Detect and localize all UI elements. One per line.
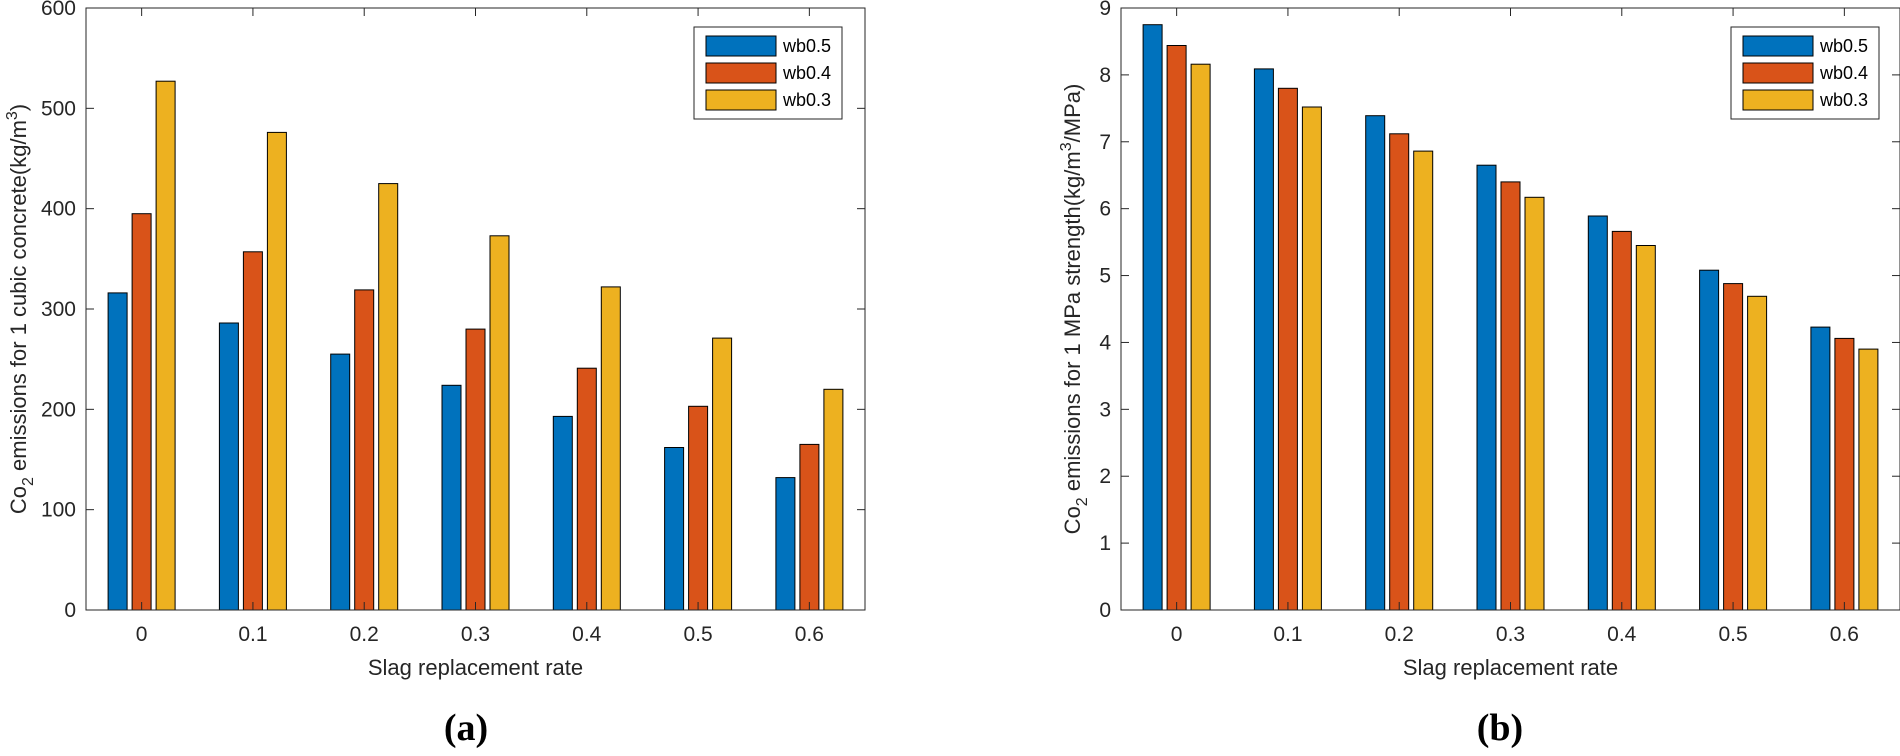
bar-wb0.5-0 [107,292,128,611]
y-tick-label: 6 [1099,198,1111,221]
bar-wb0.5-0.3 [1476,164,1497,611]
x-tick-label: 0.2 [1385,623,1414,646]
legend-swatch-wb0.3 [705,89,777,111]
y-tick-label: 3 [1099,398,1111,421]
bar-wb0.3-0 [1190,63,1211,611]
bar-wb0.3-0.1 [1301,106,1322,611]
bar-wb0.5-0.6 [1810,326,1831,611]
y-tick-label: 300 [41,298,76,321]
x-tick-label: 0.1 [1273,623,1302,646]
legend-label-wb0.5: wb0.5 [782,36,831,56]
bar-wb0.3-0.1 [266,131,287,611]
bar-wb0.3-0.5 [1747,295,1768,611]
bar-wb0.4-0 [131,213,152,611]
y-tick-label: 100 [41,499,76,522]
x-tick-label: 0.4 [572,623,602,646]
bar-wb0.3-0.2 [1413,150,1434,611]
bar-wb0.5-0.5 [1699,269,1720,611]
legend-label-wb0.5: wb0.5 [1819,36,1868,56]
y-axis-label: Co2 emissions for 1 MPa strength(kg/m3/M… [1058,84,1091,535]
bar-wb0.3-0.6 [1858,348,1879,611]
legend-label-wb0.3: wb0.3 [782,90,831,110]
legend-label-wb0.4: wb0.4 [1819,63,1868,83]
bar-wb0.3-0.2 [378,183,399,611]
bar-wb0.4-0.3 [1500,181,1521,611]
panel-label: (b) [1477,707,1523,749]
y-tick-label: 200 [41,398,76,421]
chart-panel-a: 0 100 200 300 400 500 600 0 0.1 0.2 0.3 0.4 0.5 0.6 Sl… [4,0,866,749]
y-tick-label: 1 [1099,532,1111,555]
x-tick-label: 0.1 [238,623,267,646]
bar-wb0.3-0.4 [600,286,621,611]
bar-wb0.4-0.3 [465,328,486,611]
y-tick-label: 400 [41,198,76,221]
y-tick-label: 8 [1099,64,1111,87]
bar-wb0.3-0.3 [1524,196,1545,611]
legend-label-wb0.3: wb0.3 [1819,90,1868,110]
bar-wb0.3-0.3 [489,235,510,611]
legend: wb0.5 wb0.4 wb0.3 [1730,26,1880,120]
bar-wb0.4-0.4 [576,367,597,611]
legend-swatch-wb0.5 [1742,35,1814,57]
x-tick-label: 0.5 [683,623,712,646]
y-axis-label: Co2 emissions for 1 cubic concrete(kg/m3… [4,104,37,514]
bar-wb0.5-0 [1142,24,1163,611]
x-axis-label: Slag replacement rate [1403,655,1618,680]
x-tick-label: 0.5 [1718,623,1747,646]
x-tick-label: 0 [1171,623,1183,646]
bar-wb0.4-0 [1166,45,1187,611]
legend-label-wb0.4: wb0.4 [782,63,831,83]
bar-wb0.3-0.4 [1635,245,1656,611]
bar-wb0.4-0.2 [1389,133,1410,611]
bar-wb0.4-0.1 [1277,87,1298,611]
bar-wb0.4-0.4 [1611,230,1632,611]
bar-wb0.3-0 [155,80,176,611]
bar-wb0.4-0.5 [688,405,709,611]
y-tick-label: 500 [41,97,76,120]
bar-wb0.5-0.6 [775,477,796,611]
bar-wb0.5-0.5 [664,447,685,611]
legend-swatch-wb0.3 [1742,89,1814,111]
legend-swatch-wb0.4 [705,62,777,84]
bar-wb0.3-0.5 [712,337,733,611]
bar-wb0.4-0.6 [1834,337,1855,611]
y-tick-label: 7 [1099,131,1111,154]
bar-wb0.3-0.6 [823,388,844,611]
x-axis-label: Slag replacement rate [368,655,583,680]
y-tick-label: 9 [1099,0,1111,20]
bar-wb0.5-0.1 [218,322,239,611]
bar-wb0.5-0.4 [1587,215,1608,611]
legend: wb0.5 wb0.4 wb0.3 [693,26,843,120]
y-tick-label: 0 [64,599,76,622]
bar-wb0.4-0.5 [1723,283,1744,611]
bar-wb0.5-0.1 [1253,68,1274,611]
legend-swatch-wb0.4 [1742,62,1814,84]
x-tick-label: 0.4 [1607,623,1637,646]
legend-swatch-wb0.5 [705,35,777,57]
x-tick-label: 0.3 [461,623,490,646]
y-tick-label: 0 [1099,599,1111,622]
y-tick-label: 2 [1099,465,1111,488]
x-tick-label: 0 [136,623,148,646]
y-tick-label: 5 [1099,265,1111,288]
x-tick-label: 0.2 [350,623,379,646]
bar-wb0.5-0.4 [552,415,573,611]
y-tick-label: 4 [1099,331,1111,354]
chart-panel-b: 0 1 2 3 4 5 6 7 8 9 0 0.1 0.2 0.3 0.4 0.5 0.6 Slag replac… [1058,0,1900,749]
panel-label: (a) [444,707,488,749]
bar-wb0.4-0.1 [242,251,263,611]
bar-wb0.5-0.2 [1365,115,1386,611]
x-tick-label: 0.6 [795,623,824,646]
bar-wb0.4-0.2 [354,289,375,611]
bar-wb0.5-0.2 [330,353,351,611]
bar-wb0.4-0.6 [799,443,820,611]
y-tick-label: 600 [41,0,76,20]
x-tick-label: 0.3 [1496,623,1525,646]
x-tick-label: 0.6 [1830,623,1859,646]
bar-wb0.5-0.3 [441,384,462,611]
